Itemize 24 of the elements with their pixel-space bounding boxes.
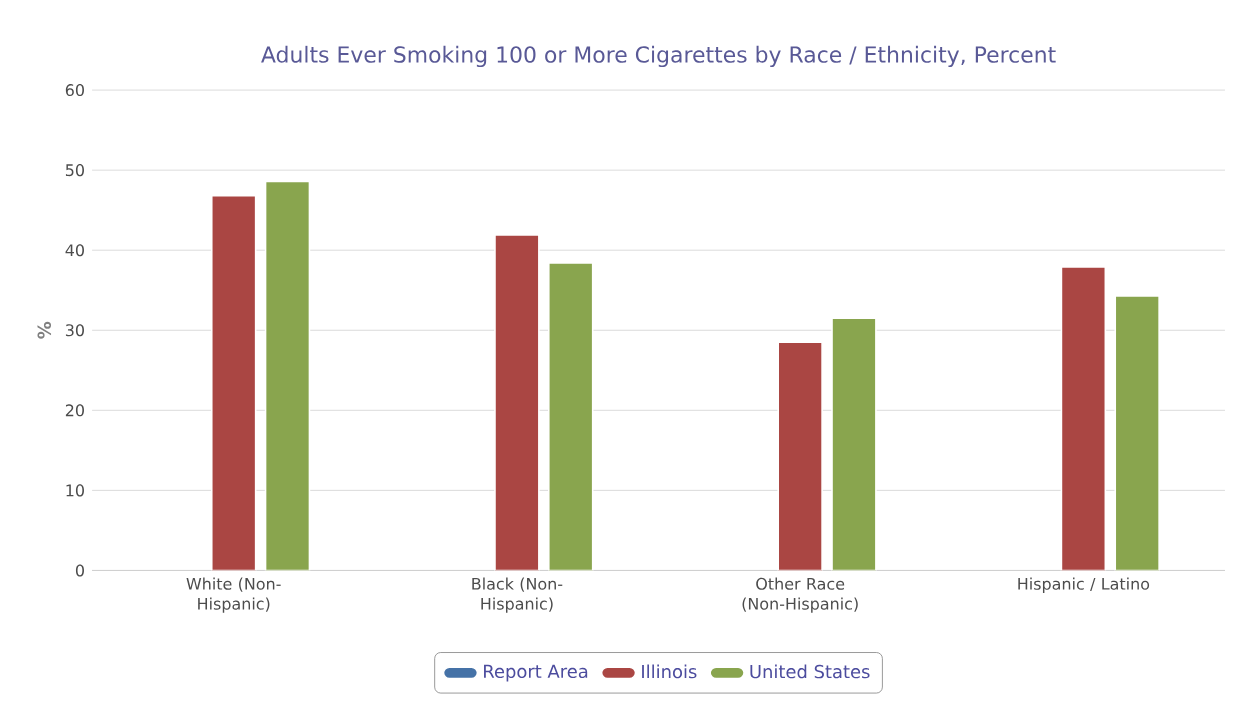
bar [831, 317, 877, 571]
y-axis-title: % [37, 322, 52, 339]
x-tick-label: Other Race (Non-Hispanic) [742, 577, 858, 614]
bar [1060, 266, 1107, 571]
bar [210, 195, 257, 571]
y-tick-label: 30 [65, 324, 84, 337]
y-tick-label: 40 [65, 244, 84, 257]
bar [1114, 295, 1160, 571]
chart-title: Adults Ever Smoking 100 or More Cigarettes by Race / Ethnicity, Percent [261, 46, 1056, 68]
x-tick-label: Hispanic / Latino [1018, 577, 1150, 594]
y-tick-label: 10 [66, 484, 84, 497]
x-tick-label: White (Non-Hispanic) [186, 577, 281, 614]
y-tick-label: 60 [65, 84, 84, 97]
x-tick-label: Black (Non-Hispanic) [472, 577, 563, 614]
legend-label: Report Area [484, 664, 588, 682]
y-tick-label: 20 [65, 404, 84, 417]
bar [494, 234, 540, 571]
bar [547, 262, 594, 571]
legend-label: Illinois [642, 664, 697, 679]
bar [264, 180, 311, 571]
y-tick-label: 0 [75, 564, 84, 577]
legend-label: United States [750, 664, 870, 679]
bar [777, 341, 823, 571]
y-tick-label: 50 [65, 164, 84, 177]
